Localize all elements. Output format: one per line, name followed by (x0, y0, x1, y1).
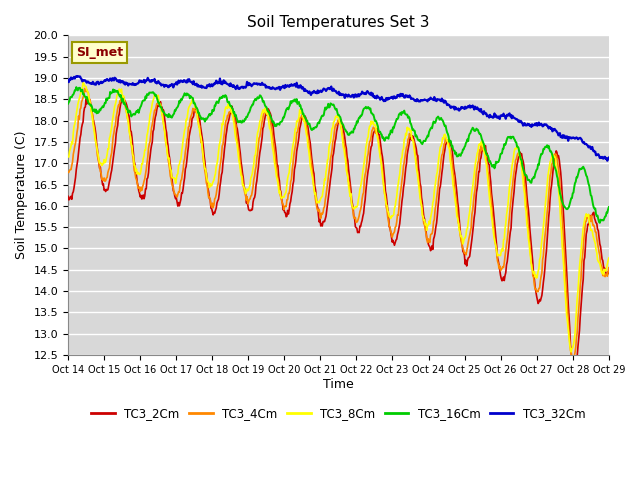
Y-axis label: Soil Temperature (C): Soil Temperature (C) (15, 131, 28, 259)
X-axis label: Time: Time (323, 377, 354, 391)
Text: SI_met: SI_met (76, 46, 124, 59)
Legend: TC3_2Cm, TC3_4Cm, TC3_8Cm, TC3_16Cm, TC3_32Cm: TC3_2Cm, TC3_4Cm, TC3_8Cm, TC3_16Cm, TC3… (86, 402, 590, 425)
Title: Soil Temperatures Set 3: Soil Temperatures Set 3 (247, 15, 429, 30)
